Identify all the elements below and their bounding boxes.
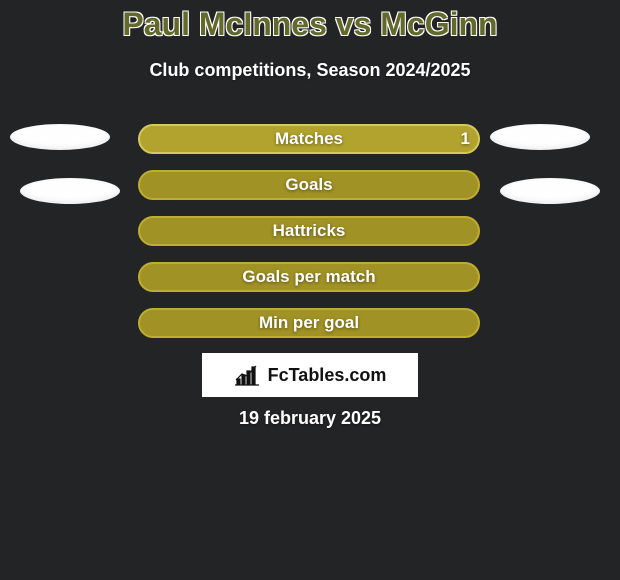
ellipse [490, 124, 590, 150]
stat-bar: Matches 1 [138, 124, 480, 154]
subtitle: Club competitions, Season 2024/2025 [0, 60, 620, 81]
brand-text: FcTables.com [268, 365, 387, 386]
date-text: 19 february 2025 [0, 408, 620, 429]
ellipse [10, 124, 110, 150]
brand-box: FcTables.com [202, 353, 418, 397]
stat-bar: Goals [138, 170, 480, 200]
stat-bar: Goals per match [138, 262, 480, 292]
bar-chart-icon [234, 364, 260, 386]
stat-value-right: 1 [461, 124, 470, 154]
stat-bar: Hattricks [138, 216, 480, 246]
stat-label: Matches [138, 124, 480, 154]
ellipse [20, 178, 120, 204]
stat-label: Goals [138, 170, 480, 200]
page-title: Paul McInnes vs McGinn [0, 6, 620, 43]
ellipse [500, 178, 600, 204]
stat-label: Hattricks [138, 216, 480, 246]
stat-bar: Min per goal [138, 308, 480, 338]
stat-label: Min per goal [138, 308, 480, 338]
chart-canvas: Paul McInnes vs McGinn Club competitions… [0, 0, 620, 580]
stat-label: Goals per match [138, 262, 480, 292]
